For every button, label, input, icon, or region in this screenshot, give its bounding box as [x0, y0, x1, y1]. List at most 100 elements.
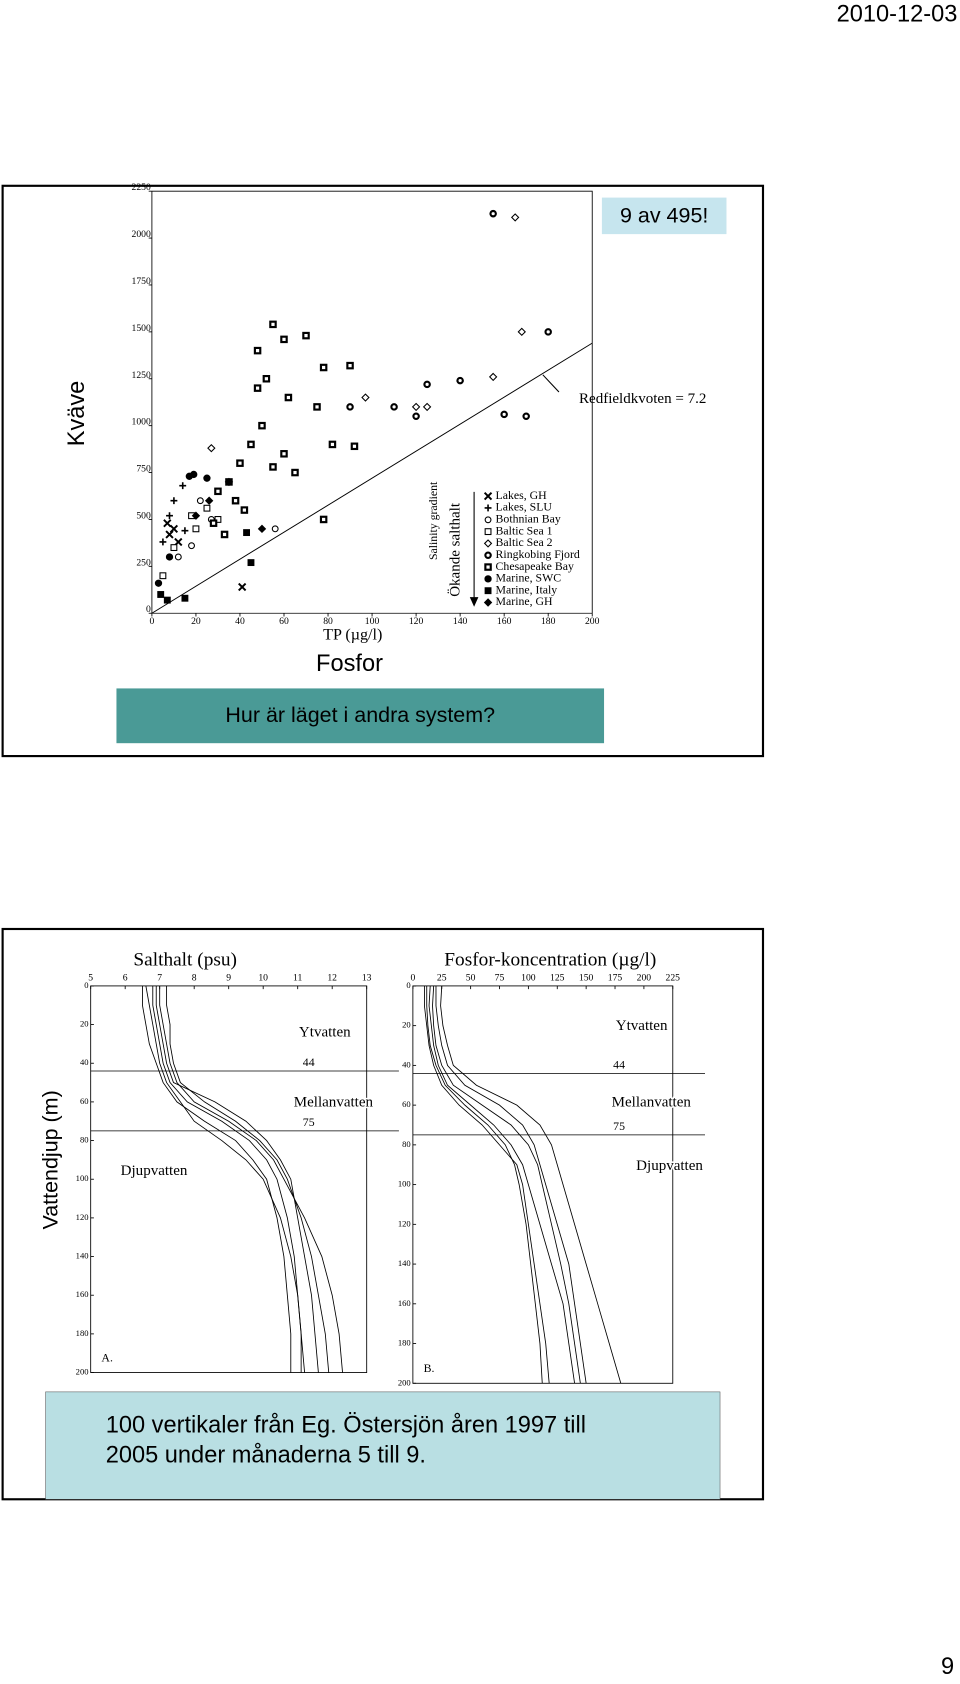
y-tick-label: 100 — [398, 1179, 411, 1189]
x-tick-label: 50 — [466, 973, 476, 984]
legend-marker — [483, 598, 493, 607]
point — [271, 525, 279, 533]
point — [500, 410, 508, 419]
y-tick-label: 140 — [76, 1251, 89, 1261]
point — [280, 450, 288, 458]
x-tick-label: 7 — [157, 973, 162, 984]
point — [269, 320, 277, 329]
point — [284, 393, 293, 402]
point — [163, 596, 171, 604]
legend-label: Baltic Sea 1 — [496, 523, 553, 537]
profile-line — [155, 985, 319, 1373]
point — [220, 530, 229, 539]
x-tick-label: 80 — [323, 616, 333, 627]
point — [236, 459, 244, 467]
y-tick-label: 2000 — [132, 229, 151, 240]
y-tick-label: 1750 — [132, 276, 151, 287]
point — [169, 524, 179, 533]
legend-label: Baltic Sea 2 — [496, 535, 553, 549]
annotation: Djupvatten — [121, 1163, 188, 1179]
point — [361, 393, 370, 402]
x-tick-label: 160 — [497, 616, 512, 627]
point — [247, 559, 255, 567]
y-tick-label: 40 — [402, 1059, 411, 1069]
profile-line — [440, 985, 622, 1384]
x-tick-label: 60 — [279, 616, 289, 627]
x-tick-label: 120 — [409, 616, 424, 627]
point — [510, 213, 520, 222]
x-tick-label: 200 — [585, 616, 600, 627]
y-tick-label: 160 — [76, 1289, 89, 1299]
point — [192, 525, 200, 533]
point — [231, 496, 240, 505]
chart-title: Fosfor-koncentration (µg/l) — [444, 950, 656, 971]
annotation: Ökande salthalt — [446, 502, 463, 597]
x-tick-label: 0 — [149, 616, 154, 627]
legend-marker — [483, 539, 493, 548]
y-tick-label: 250 — [136, 557, 151, 568]
plot-frame — [90, 985, 368, 1373]
point — [291, 468, 299, 477]
ref-line-label: 75 — [613, 1119, 625, 1133]
legend-marker — [484, 516, 492, 524]
y-tick-label: 1500 — [132, 323, 151, 334]
legend-label: Ringkobing Fjord — [496, 547, 580, 561]
legend-label: Chesapeake Bay — [496, 559, 574, 573]
y-tick-label: 60 — [402, 1099, 411, 1109]
y-tick-label: 100 — [76, 1173, 89, 1183]
annotation: Salinity gradient — [426, 481, 440, 560]
profile-line — [435, 985, 587, 1384]
point — [489, 209, 497, 218]
profile-line — [145, 985, 302, 1373]
y-tick-label: 140 — [398, 1258, 411, 1268]
point — [253, 346, 262, 355]
point — [159, 572, 167, 580]
point — [179, 482, 187, 490]
x-tick-label: 9 — [226, 973, 231, 984]
point — [302, 331, 310, 340]
x-tick-label: 100 — [365, 616, 380, 627]
arrow-head — [469, 597, 479, 607]
point — [157, 591, 165, 598]
ref-line-label: 44 — [613, 1058, 625, 1072]
profile-line — [423, 985, 550, 1384]
x-tick-label: 13 — [362, 973, 372, 984]
y-tick-label: 0 — [146, 604, 151, 615]
y-tick-label: 0 — [84, 980, 88, 990]
profile-line — [152, 985, 306, 1373]
point — [411, 402, 421, 412]
x-tick-label: 8 — [192, 973, 197, 984]
y-tick-label: 80 — [402, 1139, 411, 1149]
point — [517, 327, 526, 337]
x-tick-label: 10 — [258, 973, 268, 984]
point — [328, 440, 337, 449]
ref-line-label: Redfieldkvoten = 7.2 — [579, 391, 706, 407]
y-tick-label: 0 — [406, 980, 410, 990]
y-tick-label: 160 — [398, 1298, 411, 1308]
point — [238, 582, 247, 592]
panel-label: A. — [101, 1350, 113, 1364]
x-axis-label-2: Fosfor — [316, 651, 383, 677]
legend-marker — [484, 575, 492, 583]
profile-line — [432, 985, 581, 1384]
legend-marker — [483, 492, 493, 501]
point — [170, 497, 178, 505]
point — [247, 440, 255, 449]
y-tick-label: 40 — [80, 1057, 89, 1067]
point — [203, 504, 211, 512]
profile-line — [159, 985, 343, 1373]
y-tick-label: 750 — [136, 464, 151, 475]
point — [190, 470, 198, 479]
point — [350, 442, 359, 451]
legend-label: Lakes, SLU — [496, 500, 553, 514]
legend-label: Lakes, GH — [496, 488, 548, 502]
legend-label: Marine, SWC — [496, 571, 562, 585]
x-tick-label: 200 — [637, 973, 652, 984]
point — [257, 524, 267, 534]
x-tick-label: 225 — [666, 973, 681, 984]
x-tick-label: 6 — [123, 973, 128, 984]
chart-title: Salthalt (psu) — [133, 950, 237, 971]
x-axis-label: TP (µg/l) — [323, 626, 382, 643]
x-tick-label: 40 — [235, 616, 245, 627]
point — [243, 529, 251, 537]
